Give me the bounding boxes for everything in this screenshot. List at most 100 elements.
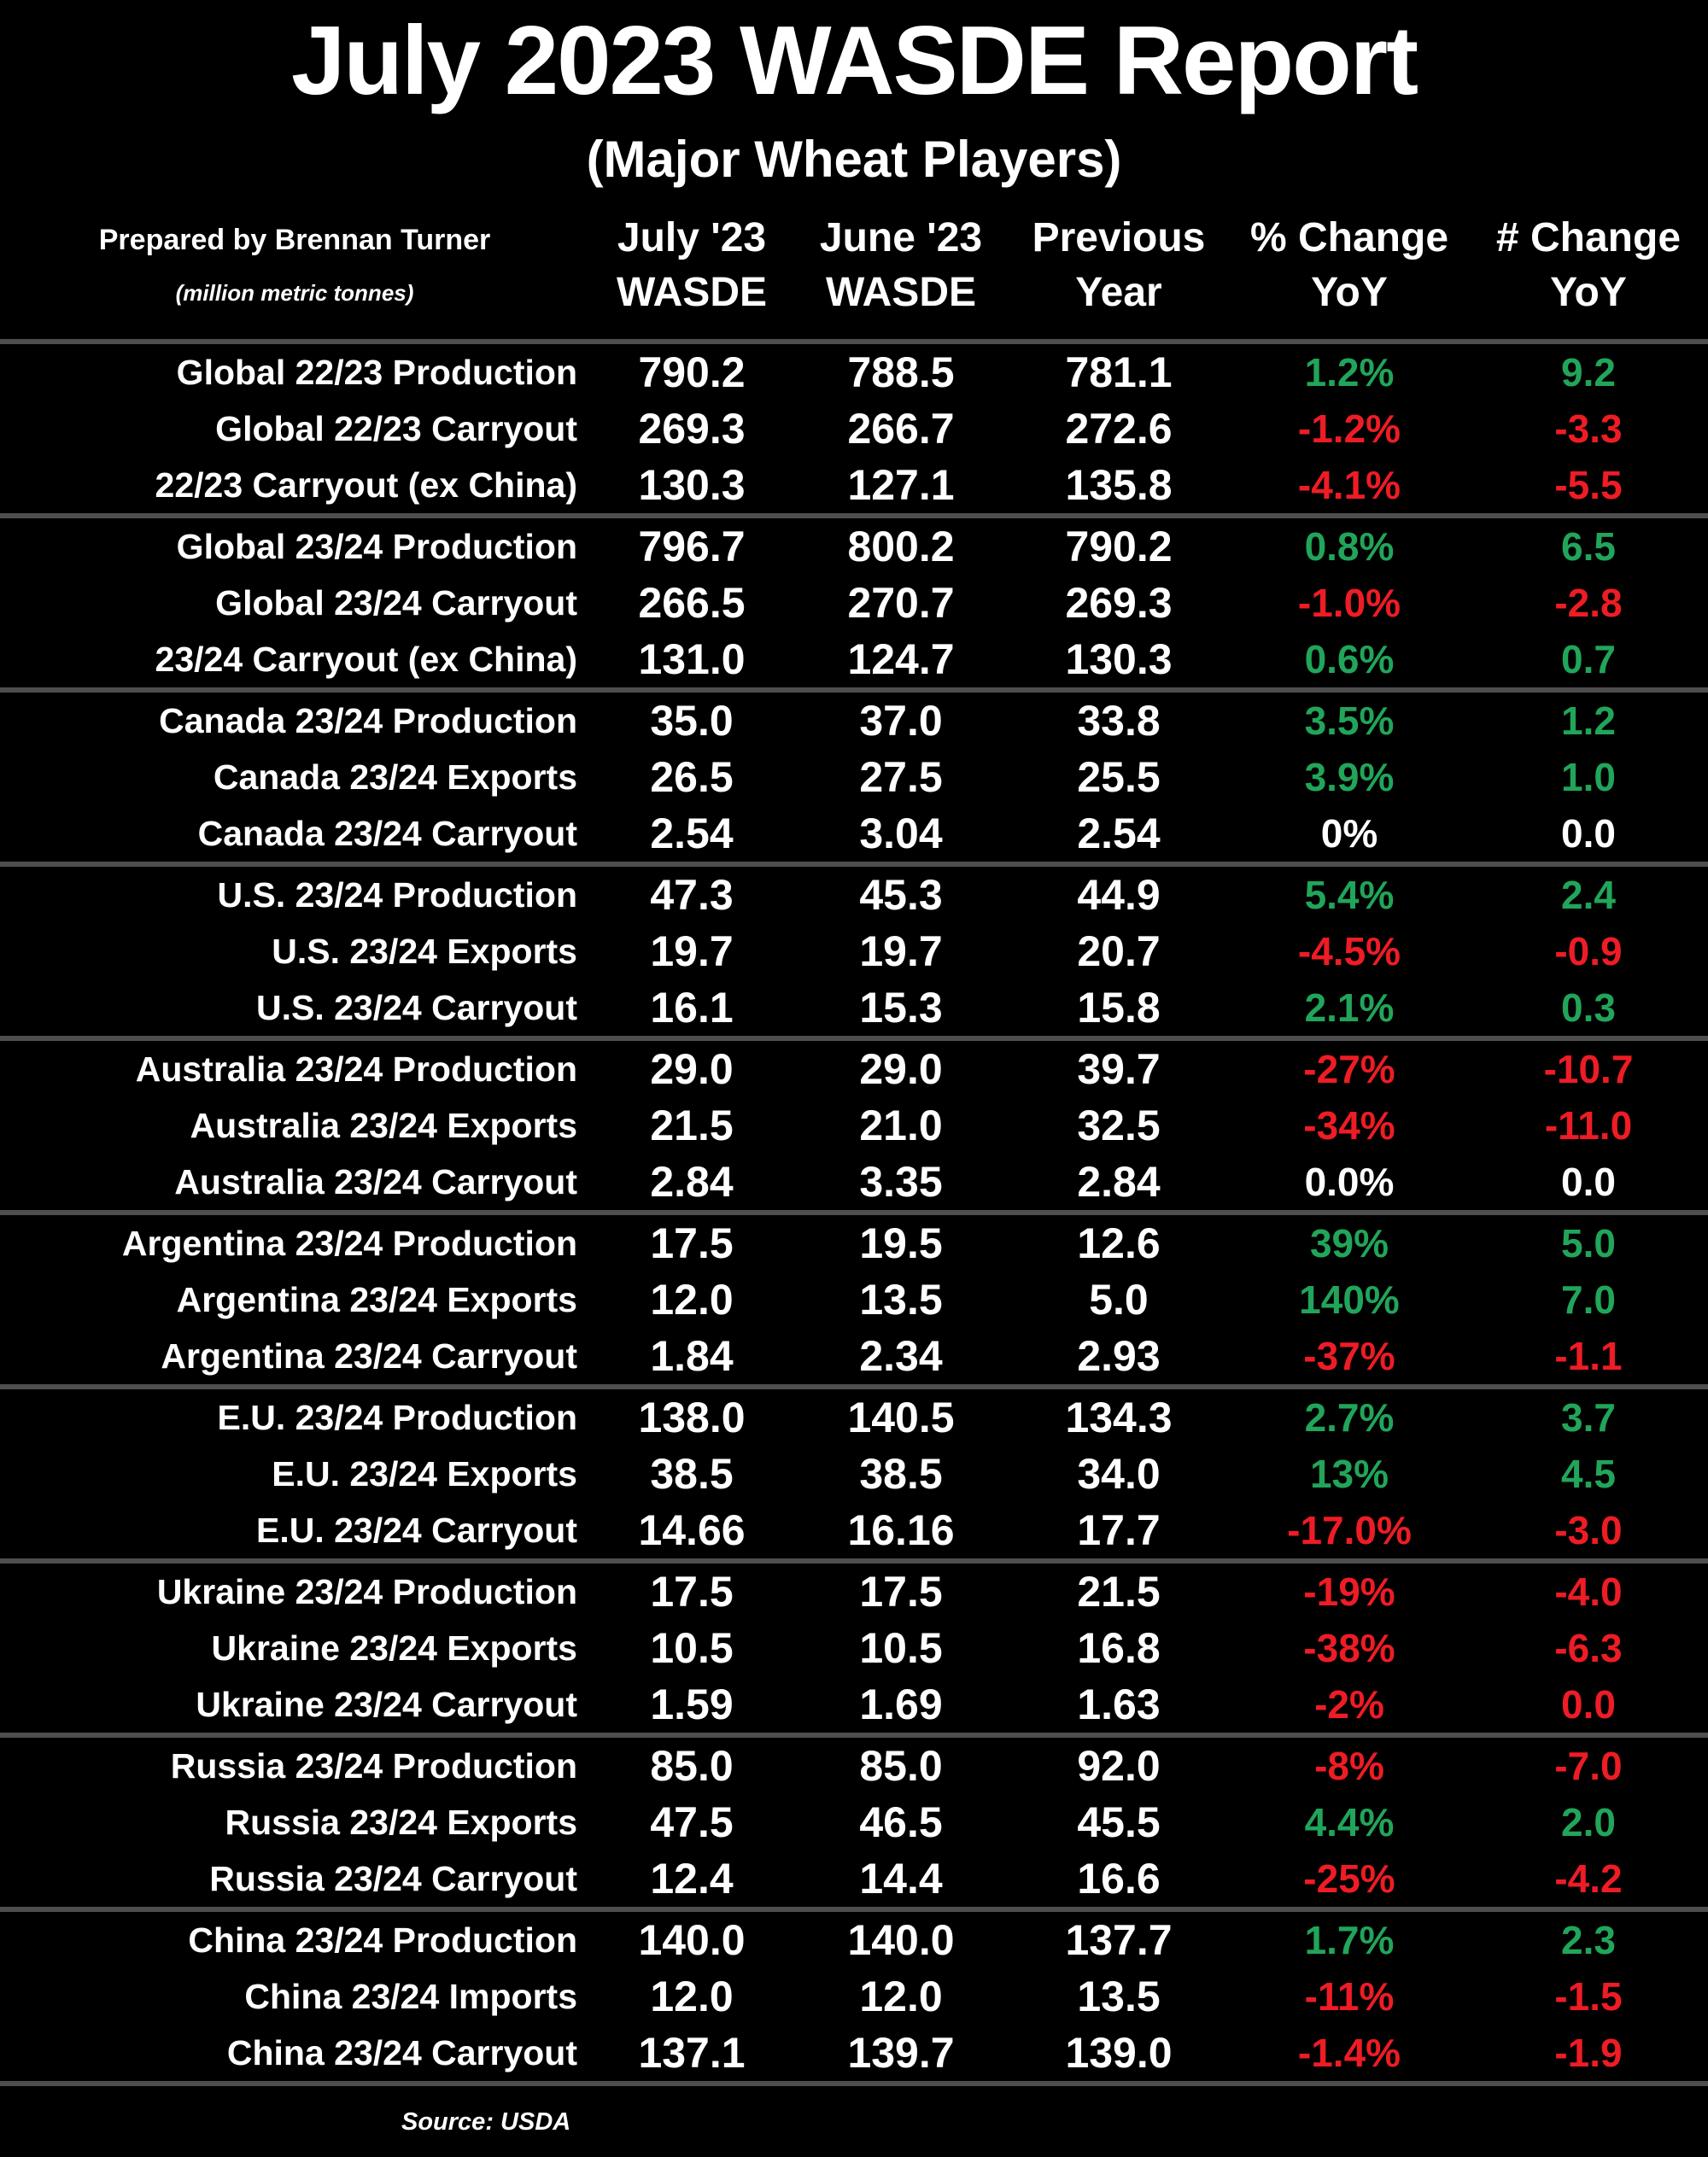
value-num-change-yoy: 0.0 [1561,1160,1616,1205]
column-header-line: YoY [1311,270,1388,316]
column-header-line: July '23 [617,215,767,261]
table-group: China 23/24 Production 140.0 140.0 137.7 1.7… [0,1907,1708,2081]
value-june-wasde: 16.16 [847,1506,955,1555]
column-header-june-wasde: June '23 WASDE [794,211,1008,320]
value-june-wasde: 3.35 [859,1158,943,1207]
value-num-change-yoy: 0.0 [1561,1682,1616,1727]
value-pct-change-yoy: 0.6% [1304,637,1395,682]
value-pct-change-yoy: -38% [1303,1626,1395,1671]
value-june-wasde: 139.7 [847,2029,955,2078]
value-num-change-yoy: -7.0 [1554,1744,1623,1789]
value-june-wasde: 14.4 [859,1855,943,1903]
value-num-change-yoy: -4.0 [1554,1570,1623,1615]
value-previous-year: 44.9 [1077,871,1161,920]
row-label: 23/24 Carryout (ex China) [155,639,577,679]
value-july-wasde: 14.66 [638,1506,746,1555]
value-num-change-yoy: 4.5 [1561,1452,1616,1497]
value-pct-change-yoy: -11% [1304,1974,1395,2020]
table-group: Argentina 23/24 Production 17.5 19.5 12.6 39… [0,1210,1708,1384]
row-label: Canada 23/24 Production [159,700,577,740]
page-title: July 2023 WASDE Report [290,7,1418,115]
value-pct-change-yoy: 0% [1320,811,1378,856]
value-num-change-yoy: -11.0 [1544,1103,1633,1149]
table-row: Global 22/23 Carryout 269.3 266.7 272.6 -1.2… [0,400,1708,457]
value-july-wasde: 130.3 [638,461,746,510]
value-pct-change-yoy: -1.2% [1297,406,1401,452]
table-row: Argentina 23/24 Production 17.5 19.5 12.6 39… [0,1215,1708,1271]
value-pct-change-yoy: 1.7% [1304,1918,1395,1963]
value-pct-change-yoy: -25% [1303,1856,1395,1902]
value-june-wasde: 45.3 [859,871,943,920]
value-previous-year: 139.0 [1065,2029,1173,2078]
value-num-change-yoy: 7.0 [1561,1277,1616,1323]
value-july-wasde: 269.3 [638,405,746,453]
value-previous-year: 16.6 [1077,1855,1161,1903]
value-previous-year: 17.7 [1077,1506,1161,1555]
wasde-table-body: Global 22/23 Production 790.2 788.5 781.1 1.… [0,339,1708,2087]
value-july-wasde: 26.5 [650,753,734,802]
value-july-wasde: 140.0 [638,1916,746,1965]
value-june-wasde: 10.5 [859,1624,943,1673]
table-group: Russia 23/24 Production 85.0 85.0 92.0 -8% -7… [0,1733,1708,1907]
row-label: Australia 23/24 Exports [190,1105,577,1145]
table-group: Canada 23/24 Production 35.0 37.0 33.8 3.5% 1… [0,687,1708,862]
value-june-wasde: 800.2 [847,523,955,571]
value-june-wasde: 140.0 [847,1916,955,1965]
column-header-line: Year [1075,270,1162,316]
value-previous-year: 25.5 [1077,753,1161,802]
table-header-row: Prepared by Brennan Turner (million metr… [0,211,1708,320]
table-row: U.S. 23/24 Carryout 16.1 15.3 15.8 2.1% 0.3 [0,979,1708,1036]
value-num-change-yoy: 2.3 [1561,1918,1616,1963]
row-label: Australia 23/24 Production [135,1049,577,1089]
value-pct-change-yoy: 3.9% [1304,755,1395,800]
value-num-change-yoy: 0.0 [1561,811,1616,856]
value-num-change-yoy: 1.2 [1561,699,1616,744]
value-june-wasde: 21.0 [859,1102,943,1150]
value-pct-change-yoy: -4.5% [1297,929,1401,974]
table-row: E.U. 23/24 Production 138.0 140.5 134.3 2.7%… [0,1389,1708,1446]
table-row: Global 23/24 Production 796.7 800.2 790.2 0.… [0,518,1708,575]
value-previous-year: 34.0 [1077,1450,1161,1499]
value-pct-change-yoy: -2% [1314,1682,1384,1727]
column-header-line: % Change [1249,215,1449,261]
prepared-by-note: Prepared by Brennan Turner [98,224,491,257]
value-pct-change-yoy: -1.0% [1297,581,1401,626]
table-group: Ukraine 23/24 Production 17.5 17.5 21.5 -19%… [0,1558,1708,1733]
value-pct-change-yoy: 0.0% [1304,1160,1395,1205]
value-num-change-yoy: 9.2 [1561,350,1616,395]
row-label: Canada 23/24 Carryout [197,813,577,853]
value-july-wasde: 131.0 [638,635,746,684]
value-previous-year: 135.8 [1065,461,1173,510]
table-row: Russia 23/24 Production 85.0 85.0 92.0 -8% -7… [0,1738,1708,1794]
value-previous-year: 5.0 [1089,1276,1149,1324]
row-label: Global 23/24 Carryout [215,582,577,623]
row-label: U.S. 23/24 Carryout [256,987,577,1027]
value-pct-change-yoy: 140% [1299,1277,1400,1323]
value-num-change-yoy: 0.7 [1561,637,1616,682]
row-label: E.U. 23/24 Carryout [256,1510,577,1550]
table-row: Argentina 23/24 Exports 12.0 13.5 5.0 140% 7.… [0,1271,1708,1328]
row-label: E.U. 23/24 Production [217,1397,578,1437]
row-label: Argentina 23/24 Exports [176,1279,577,1319]
value-july-wasde: 12.4 [650,1855,734,1903]
table-group: U.S. 23/24 Production 47.3 45.3 44.9 5.4% 2.4… [0,862,1708,1036]
table-row: 22/23 Carryout (ex China) 130.3 127.1 135.8… [0,457,1708,513]
value-num-change-yoy: 3.7 [1561,1395,1616,1441]
value-pct-change-yoy: 0.8% [1304,524,1395,570]
value-num-change-yoy: 0.3 [1561,985,1616,1031]
value-june-wasde: 12.0 [859,1973,943,2021]
row-label: Global 23/24 Production [176,526,577,566]
value-previous-year: 39.7 [1077,1045,1161,1094]
table-row: Australia 23/24 Production 29.0 29.0 39.7 -2… [0,1041,1708,1097]
value-num-change-yoy: -1.5 [1554,1974,1623,2020]
table-group: Global 23/24 Production 796.7 800.2 790.2 0.… [0,513,1708,687]
table-row: 23/24 Carryout (ex China) 131.0 124.7 130.3… [0,631,1708,687]
value-num-change-yoy: -3.0 [1554,1508,1623,1553]
table-row: Ukraine 23/24 Carryout 1.59 1.69 1.63 -2% 0.0 [0,1676,1708,1733]
row-label: U.S. 23/24 Production [217,874,578,915]
value-pct-change-yoy: -19% [1303,1570,1395,1615]
value-previous-year: 2.93 [1077,1332,1161,1381]
value-june-wasde: 266.7 [847,405,955,453]
row-label: Ukraine 23/24 Carryout [196,1684,577,1724]
table-row: Russia 23/24 Exports 47.5 46.5 45.5 4.4% 2.0 [0,1794,1708,1850]
